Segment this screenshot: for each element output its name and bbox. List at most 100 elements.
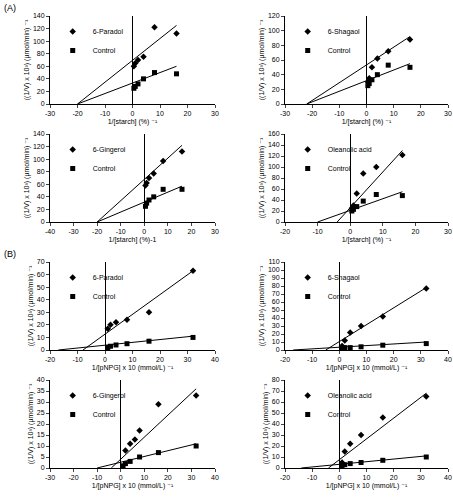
svg-text:0: 0: [276, 100, 280, 107]
svg-text:-20: -20: [72, 110, 82, 117]
svg-text:30: 30: [188, 474, 196, 481]
svg-text:20: 20: [188, 228, 196, 235]
svg-text:30: 30: [211, 110, 219, 117]
svg-text:0: 0: [41, 464, 45, 471]
svg-text:30: 30: [272, 431, 280, 438]
svg-text:-10: -10: [72, 356, 82, 363]
svg-text:20: 20: [272, 330, 280, 337]
svg-text:6-Shagaol: 6-Shagaol: [328, 28, 360, 36]
svg-text:30: 30: [444, 228, 452, 235]
svg-text:20: 20: [390, 356, 398, 363]
svg-text:-10: -10: [334, 110, 344, 117]
svg-text:30: 30: [272, 322, 280, 329]
svg-text:1/[pNPG] x 10 (mmol/L) ⁻¹: 1/[pNPG] x 10 (mmol/L) ⁻¹: [92, 364, 174, 372]
svg-text:0: 0: [142, 228, 146, 235]
svg-text:Control: Control: [93, 293, 116, 300]
svg-text:100: 100: [268, 163, 280, 170]
svg-text:((1/V) x 10³) (µmol/min) ⁻¹: ((1/V) x 10³) (µmol/min) ⁻¹: [258, 265, 266, 346]
svg-text:100: 100: [33, 156, 45, 163]
svg-text:10: 10: [272, 338, 280, 345]
svg-text:30: 30: [417, 474, 425, 481]
svg-text:40: 40: [37, 75, 45, 82]
svg-text:30: 30: [211, 228, 219, 235]
svg-text:Oleanolic acid: Oleanolic acid: [328, 392, 372, 399]
svg-text:120: 120: [33, 143, 45, 150]
svg-text:50: 50: [37, 284, 45, 291]
svg-text:10: 10: [164, 228, 172, 235]
svg-text:Control: Control: [93, 47, 116, 54]
svg-text:1/[starch] (%) ⁻¹: 1/[starch] (%) ⁻¹: [108, 118, 158, 126]
svg-text:70: 70: [37, 258, 45, 265]
svg-text:0: 0: [131, 110, 135, 117]
svg-text:60: 60: [37, 181, 45, 188]
svg-text:Control: Control: [93, 411, 116, 418]
svg-text:70: 70: [272, 290, 280, 297]
svg-text:40: 40: [444, 474, 452, 481]
svg-text:-10: -10: [307, 474, 317, 481]
svg-text:((1/V) x 10³) (µmol/min) ⁻¹: ((1/V) x 10³) (µmol/min) ⁻¹: [27, 383, 35, 464]
svg-text:-30: -30: [69, 228, 79, 235]
svg-text:60: 60: [272, 56, 280, 63]
svg-text:1/[pNPG] x 10 (mmol/L) ⁻¹: 1/[pNPG] x 10 (mmol/L) ⁻¹: [326, 364, 408, 372]
svg-text:20: 20: [272, 86, 280, 93]
svg-text:0: 0: [103, 356, 107, 363]
svg-text:20: 20: [37, 88, 45, 95]
svg-text:-20: -20: [45, 356, 55, 363]
svg-text:40: 40: [37, 296, 45, 303]
svg-text:20: 20: [37, 321, 45, 328]
svg-text:((1/V) x 10³) (µmol/min) ⁻¹: ((1/V) x 10³) (µmol/min) ⁻¹: [23, 137, 31, 218]
svg-text:1/[starch] (%) ⁻¹: 1/[starch] (%) ⁻¹: [342, 236, 392, 244]
svg-text:50: 50: [272, 306, 280, 313]
svg-text:0: 0: [337, 356, 341, 363]
svg-text:10: 10: [156, 110, 164, 117]
svg-text:20: 20: [417, 110, 425, 117]
svg-text:-20: -20: [280, 228, 290, 235]
svg-text:60: 60: [37, 63, 45, 70]
svg-text:((1/V) x 10³) (µmol/min) ⁻¹: ((1/V) x 10³) (µmol/min) ⁻¹: [258, 19, 266, 100]
svg-text:-10: -10: [116, 228, 126, 235]
svg-text:40: 40: [211, 356, 219, 363]
svg-text:((1/V) x 10³) (µmol/min) ⁻¹: ((1/V) x 10³) (µmol/min) ⁻¹: [27, 265, 35, 346]
svg-text:100: 100: [268, 266, 280, 273]
svg-text:((1/V) x 10³) (µmol/min) ⁻¹: ((1/V) x 10³) (µmol/min) ⁻¹: [23, 19, 31, 100]
svg-text:20: 20: [272, 207, 280, 214]
svg-text:(B): (B): [4, 249, 16, 259]
svg-text:Control: Control: [328, 165, 351, 172]
svg-text:10: 10: [37, 442, 45, 449]
svg-text:((1/V) x 10³) (µmol/min) ⁻¹: ((1/V) x 10³) (µmol/min) ⁻¹: [258, 137, 266, 218]
svg-text:110: 110: [268, 258, 279, 265]
svg-text:60: 60: [272, 185, 280, 192]
svg-text:10: 10: [363, 474, 371, 481]
svg-text:20: 20: [184, 110, 192, 117]
svg-text:0: 0: [348, 228, 352, 235]
svg-text:80: 80: [37, 50, 45, 57]
svg-text:6-Paradol: 6-Paradol: [93, 28, 124, 35]
svg-text:60: 60: [37, 271, 45, 278]
svg-text:140: 140: [33, 12, 45, 19]
svg-text:Control: Control: [93, 165, 116, 172]
svg-text:10: 10: [140, 474, 148, 481]
svg-text:120: 120: [268, 152, 280, 159]
svg-text:40: 40: [272, 196, 280, 203]
svg-text:0: 0: [41, 100, 45, 107]
svg-text:-10: -10: [307, 356, 317, 363]
svg-text:30: 30: [37, 398, 45, 405]
svg-text:-20: -20: [69, 474, 79, 481]
svg-text:0: 0: [276, 218, 280, 225]
svg-text:80: 80: [272, 282, 280, 289]
svg-text:80: 80: [272, 42, 280, 49]
svg-text:-30: -30: [45, 110, 55, 117]
svg-text:10: 10: [129, 356, 137, 363]
svg-text:-10: -10: [313, 228, 323, 235]
svg-text:30: 30: [37, 309, 45, 316]
svg-text:Control: Control: [328, 47, 351, 54]
svg-text:30: 30: [417, 356, 425, 363]
svg-text:Control: Control: [328, 411, 351, 418]
svg-text:120: 120: [268, 12, 280, 19]
svg-text:-40: -40: [45, 228, 55, 235]
svg-text:30: 30: [444, 110, 452, 117]
svg-text:160: 160: [268, 130, 280, 137]
svg-text:0: 0: [276, 464, 280, 471]
svg-text:6-Gingerol: 6-Gingerol: [93, 146, 126, 154]
svg-text:10: 10: [272, 453, 280, 460]
